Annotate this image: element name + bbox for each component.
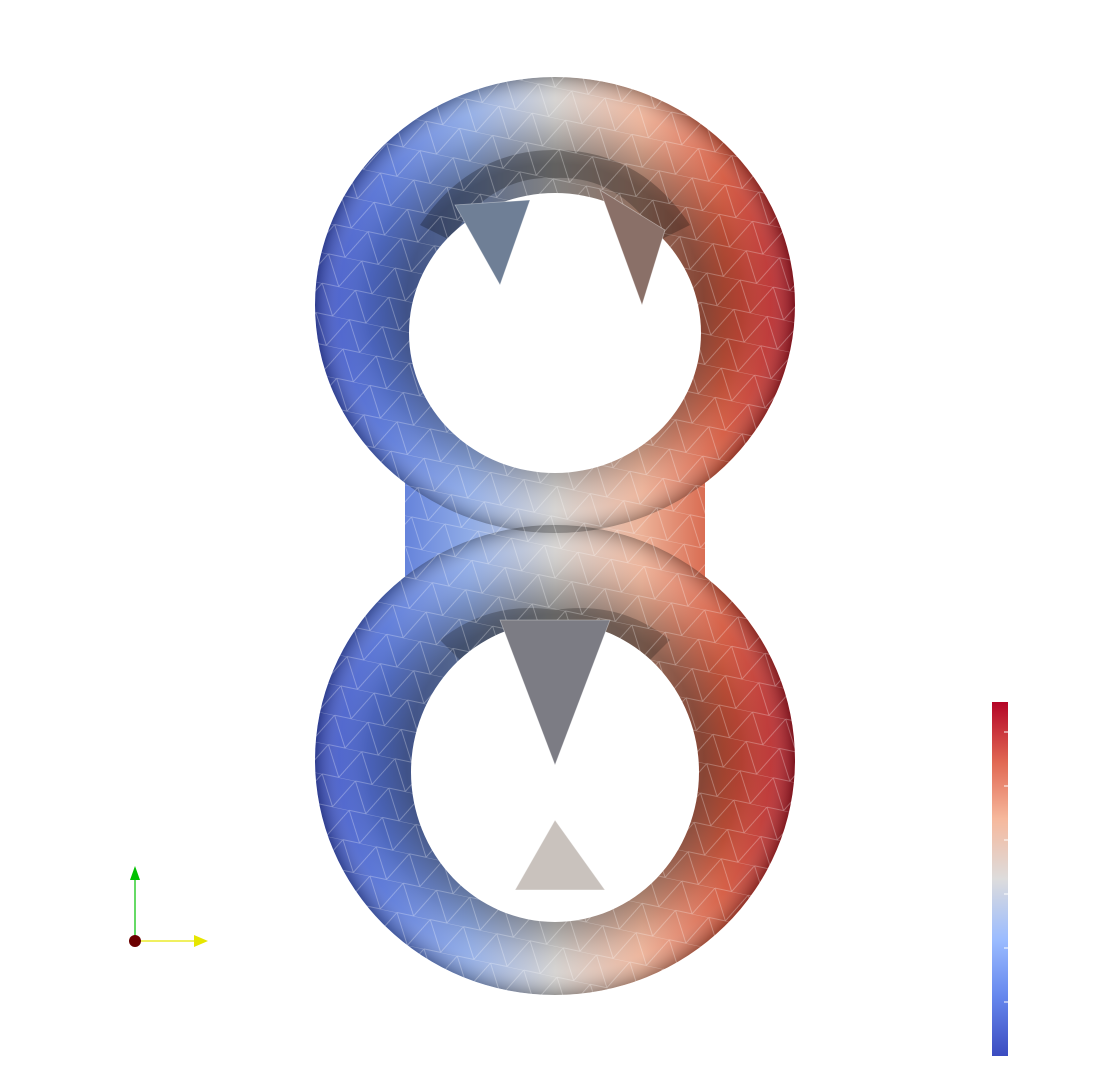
orientation-axes	[129, 866, 208, 947]
y-axis-arrow-icon	[130, 866, 140, 880]
color-scale-bar	[992, 702, 1008, 1056]
z-axis-dot-icon	[129, 935, 141, 947]
mesh-spikes	[454, 189, 666, 891]
colorbar-ticks	[1004, 731, 1008, 1003]
x-axis-arrow-icon	[194, 935, 208, 947]
